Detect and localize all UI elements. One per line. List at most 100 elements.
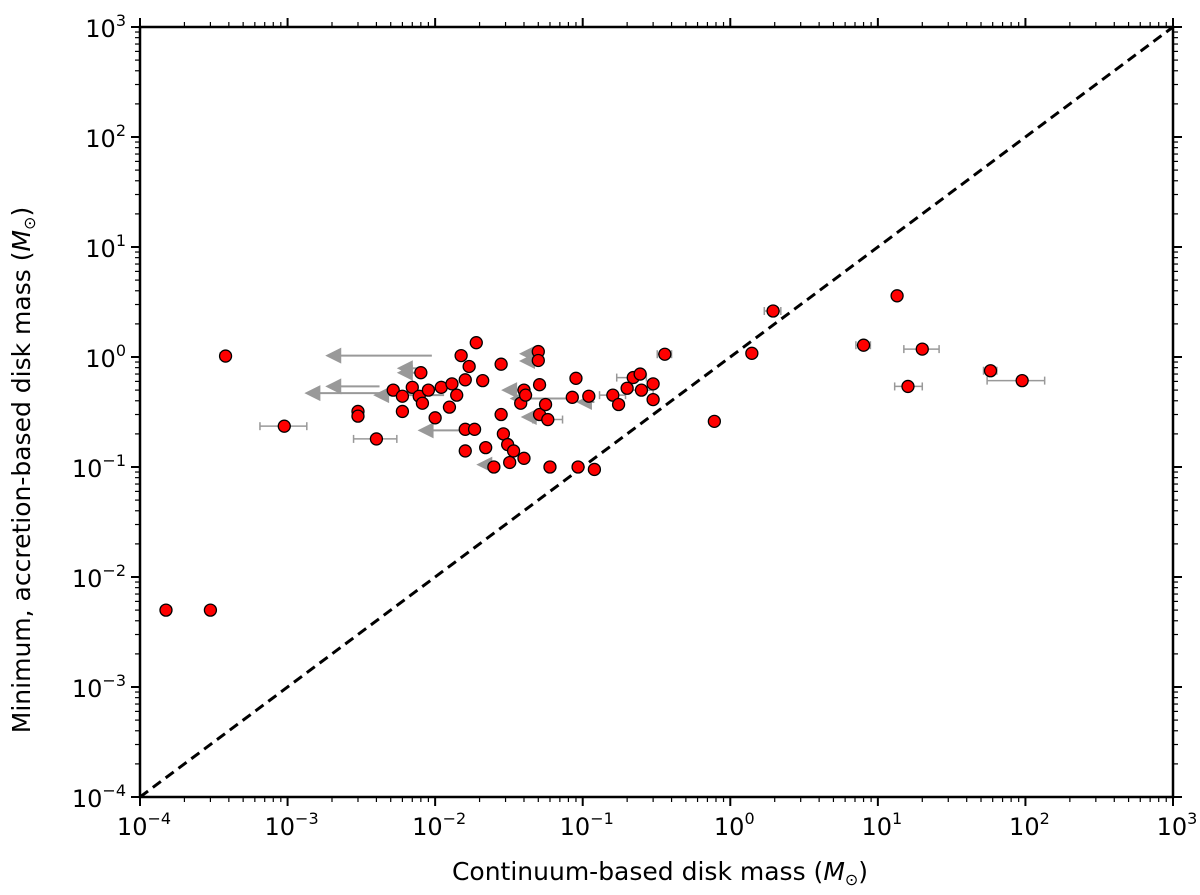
x-tick-label: 101 (861, 809, 902, 841)
y-tick-label-exponent: −2 (102, 561, 126, 580)
x-tick-label: 10−2 (412, 809, 466, 841)
data-point (532, 378, 547, 392)
data-point (503, 455, 517, 470)
data-point (538, 397, 553, 412)
data-point (646, 392, 660, 407)
y-tick-label-exponent: 2 (116, 121, 126, 140)
data-point (445, 377, 459, 391)
data-point (856, 338, 871, 352)
x-tick-label: 102 (1009, 809, 1050, 841)
x-axis-label: Continuum-based disk mass (M⊙) (452, 857, 868, 889)
data-point (414, 366, 428, 380)
data-point (518, 388, 533, 402)
y-tick-label-base: 10 (85, 125, 116, 153)
y-axis-label-unit: M (7, 230, 36, 252)
y-tick-label-exponent: 1 (116, 231, 126, 250)
y-axis-label-unit-open: ( (7, 252, 36, 262)
x-tick-label-base: 10 (117, 813, 148, 841)
data-point (745, 346, 759, 360)
y-tick-label-exponent: 3 (116, 11, 126, 30)
upper-limit-arrow-head (518, 352, 535, 369)
data-point (351, 409, 365, 423)
x-tick-label: 10−3 (265, 809, 319, 841)
upper-limit-arrow-head (417, 422, 434, 439)
data-point (386, 383, 400, 397)
x-tick-label-exponent: −3 (295, 809, 319, 828)
data-point (476, 373, 490, 388)
data-point (203, 603, 218, 617)
data-point (915, 342, 929, 356)
data-point (569, 371, 583, 385)
x-axis-label-unit-open: ( (814, 857, 824, 886)
data-point (541, 412, 555, 427)
y-tick-label-base: 10 (72, 565, 103, 593)
data-point (405, 380, 419, 394)
y-tick-label-exponent: −4 (102, 781, 126, 800)
y-axis-label-unit-subscript: ⊙ (20, 217, 39, 230)
data-point (467, 422, 482, 436)
data-point (587, 462, 602, 477)
y-tick-label: 101 (85, 231, 126, 263)
upper-limit-arrow-head (501, 382, 518, 399)
x-tick-label: 10−1 (560, 809, 614, 841)
x-tick-label-exponent: 3 (1187, 809, 1197, 828)
data-point (634, 383, 649, 397)
upper-limit-arrow (325, 347, 432, 364)
plot-frame (138, 25, 1175, 799)
x-tick-label-base: 10 (1009, 813, 1040, 841)
upper-limit-arrow (325, 378, 380, 395)
data-point (543, 460, 557, 474)
data-point (620, 381, 634, 395)
x-tick-label-exponent: 2 (1040, 809, 1050, 828)
upper-limit-arrow-head (304, 385, 321, 402)
y-tick-label-exponent: −1 (102, 451, 126, 470)
x-tick-label-exponent: −2 (443, 809, 467, 828)
data-point (462, 359, 476, 374)
y-tick-label-base: 10 (72, 785, 103, 813)
x-axis-label-text: Continuum-based disk mass (452, 857, 806, 886)
x-tick-label: 100 (714, 809, 755, 841)
plot-area (139, 25, 1174, 799)
y-tick-label-exponent: −3 (102, 671, 126, 690)
y-tick-label: 10−3 (72, 671, 126, 703)
x-axis-label-unit-subscript: ⊙ (845, 870, 858, 889)
x-tick-label-exponent: −4 (147, 809, 171, 828)
x-tick-label-base: 10 (265, 813, 296, 841)
y-tick-label-base: 10 (85, 15, 116, 43)
x-axis-label-unit: M (823, 857, 845, 886)
y-tick-label: 10−4 (72, 781, 126, 813)
data-point (415, 396, 430, 410)
data-point (890, 289, 904, 303)
upper-limit-arrow-head (396, 364, 413, 381)
data-point (506, 444, 521, 458)
data-point (494, 357, 508, 371)
y-axis-label-text: Minimum, accretion-based disk mass (7, 269, 36, 733)
one-to-one-reference-line (139, 25, 1174, 799)
data-point (565, 390, 579, 404)
data-point (487, 460, 501, 474)
data-point (479, 440, 493, 455)
data-point (395, 389, 410, 403)
x-tick-label-base: 10 (560, 813, 591, 841)
y-tick-label: 103 (85, 11, 126, 43)
y-tick-label-base: 10 (85, 345, 116, 373)
data-point (646, 377, 660, 391)
data-point (582, 389, 596, 403)
data-point (658, 347, 672, 361)
data-point (1015, 373, 1029, 388)
x-tick-label-base: 10 (861, 813, 892, 841)
data-point (633, 367, 647, 381)
x-axis-label-unit-close: ) (858, 857, 868, 886)
data-point (766, 304, 780, 318)
data-point (531, 353, 545, 368)
data-point (454, 348, 468, 363)
data-point (369, 432, 384, 446)
x-tick-label-exponent: −1 (590, 809, 614, 828)
data-point (517, 451, 531, 465)
x-tick-label-exponent: 1 (892, 809, 902, 828)
x-tick-label-exponent: 0 (744, 809, 754, 828)
y-axis-label: Minimum, accretion-based disk mass (M⊙) (7, 207, 39, 733)
x-tick-label-base: 10 (412, 813, 443, 841)
data-point (458, 373, 472, 387)
